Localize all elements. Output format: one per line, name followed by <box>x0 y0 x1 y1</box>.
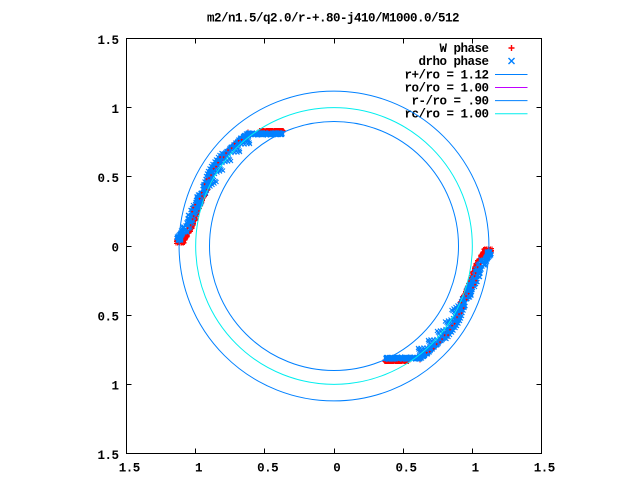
svg-text:0.5: 0.5 <box>257 462 278 476</box>
svg-text:1: 1 <box>195 462 202 476</box>
svg-text:rc/ro = 1.00: rc/ro = 1.00 <box>404 108 488 122</box>
svg-text:r+/ro = 1.12: r+/ro = 1.12 <box>404 68 488 82</box>
svg-text:0: 0 <box>111 241 118 255</box>
svg-text:0.5: 0.5 <box>97 311 118 325</box>
svg-text:1: 1 <box>472 462 479 476</box>
svg-text:m2/n1.5/q2.0/r-+.80-j410/M1000: m2/n1.5/q2.0/r-+.80-j410/M1000.0/512 <box>207 12 459 26</box>
svg-text:0.5: 0.5 <box>97 172 118 186</box>
svg-text:1.5: 1.5 <box>534 462 555 476</box>
svg-text:ro/ro = 1.00: ro/ro = 1.00 <box>404 81 488 95</box>
svg-text:1: 1 <box>111 103 118 117</box>
svg-text:0.5: 0.5 <box>395 462 416 476</box>
svg-text:W phase: W phase <box>439 42 488 56</box>
svg-text:1.5: 1.5 <box>97 34 118 48</box>
svg-text:1.5: 1.5 <box>97 449 118 463</box>
svg-text:1: 1 <box>111 380 118 394</box>
svg-text:drho phase: drho phase <box>418 55 488 69</box>
svg-text:r-/ro = .90: r-/ro = .90 <box>411 94 488 108</box>
svg-text:1.5: 1.5 <box>119 462 140 476</box>
svg-text:0: 0 <box>333 462 340 476</box>
